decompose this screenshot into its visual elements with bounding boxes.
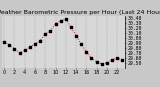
Point <box>18 52 21 54</box>
Point <box>3 41 5 43</box>
Title: Milwaukee Weather Barometric Pressure per Hour (Last 24 Hours): Milwaukee Weather Barometric Pressure pe… <box>0 10 160 15</box>
Point <box>8 44 11 46</box>
Point <box>64 18 67 20</box>
Point <box>70 26 72 28</box>
Point <box>28 46 31 48</box>
Point <box>106 62 108 64</box>
Point <box>54 23 57 25</box>
Point <box>34 43 36 45</box>
Point <box>75 35 77 36</box>
Point <box>49 30 52 31</box>
Point <box>44 33 47 35</box>
Point <box>100 63 103 65</box>
Point <box>111 59 113 61</box>
Point <box>90 57 93 59</box>
Point <box>116 57 118 59</box>
Point <box>13 48 16 50</box>
Point <box>39 40 41 41</box>
Point <box>121 60 124 61</box>
Point <box>23 50 26 51</box>
Point <box>80 43 82 45</box>
Point <box>95 61 98 63</box>
Point <box>59 20 62 21</box>
Point <box>85 51 88 53</box>
